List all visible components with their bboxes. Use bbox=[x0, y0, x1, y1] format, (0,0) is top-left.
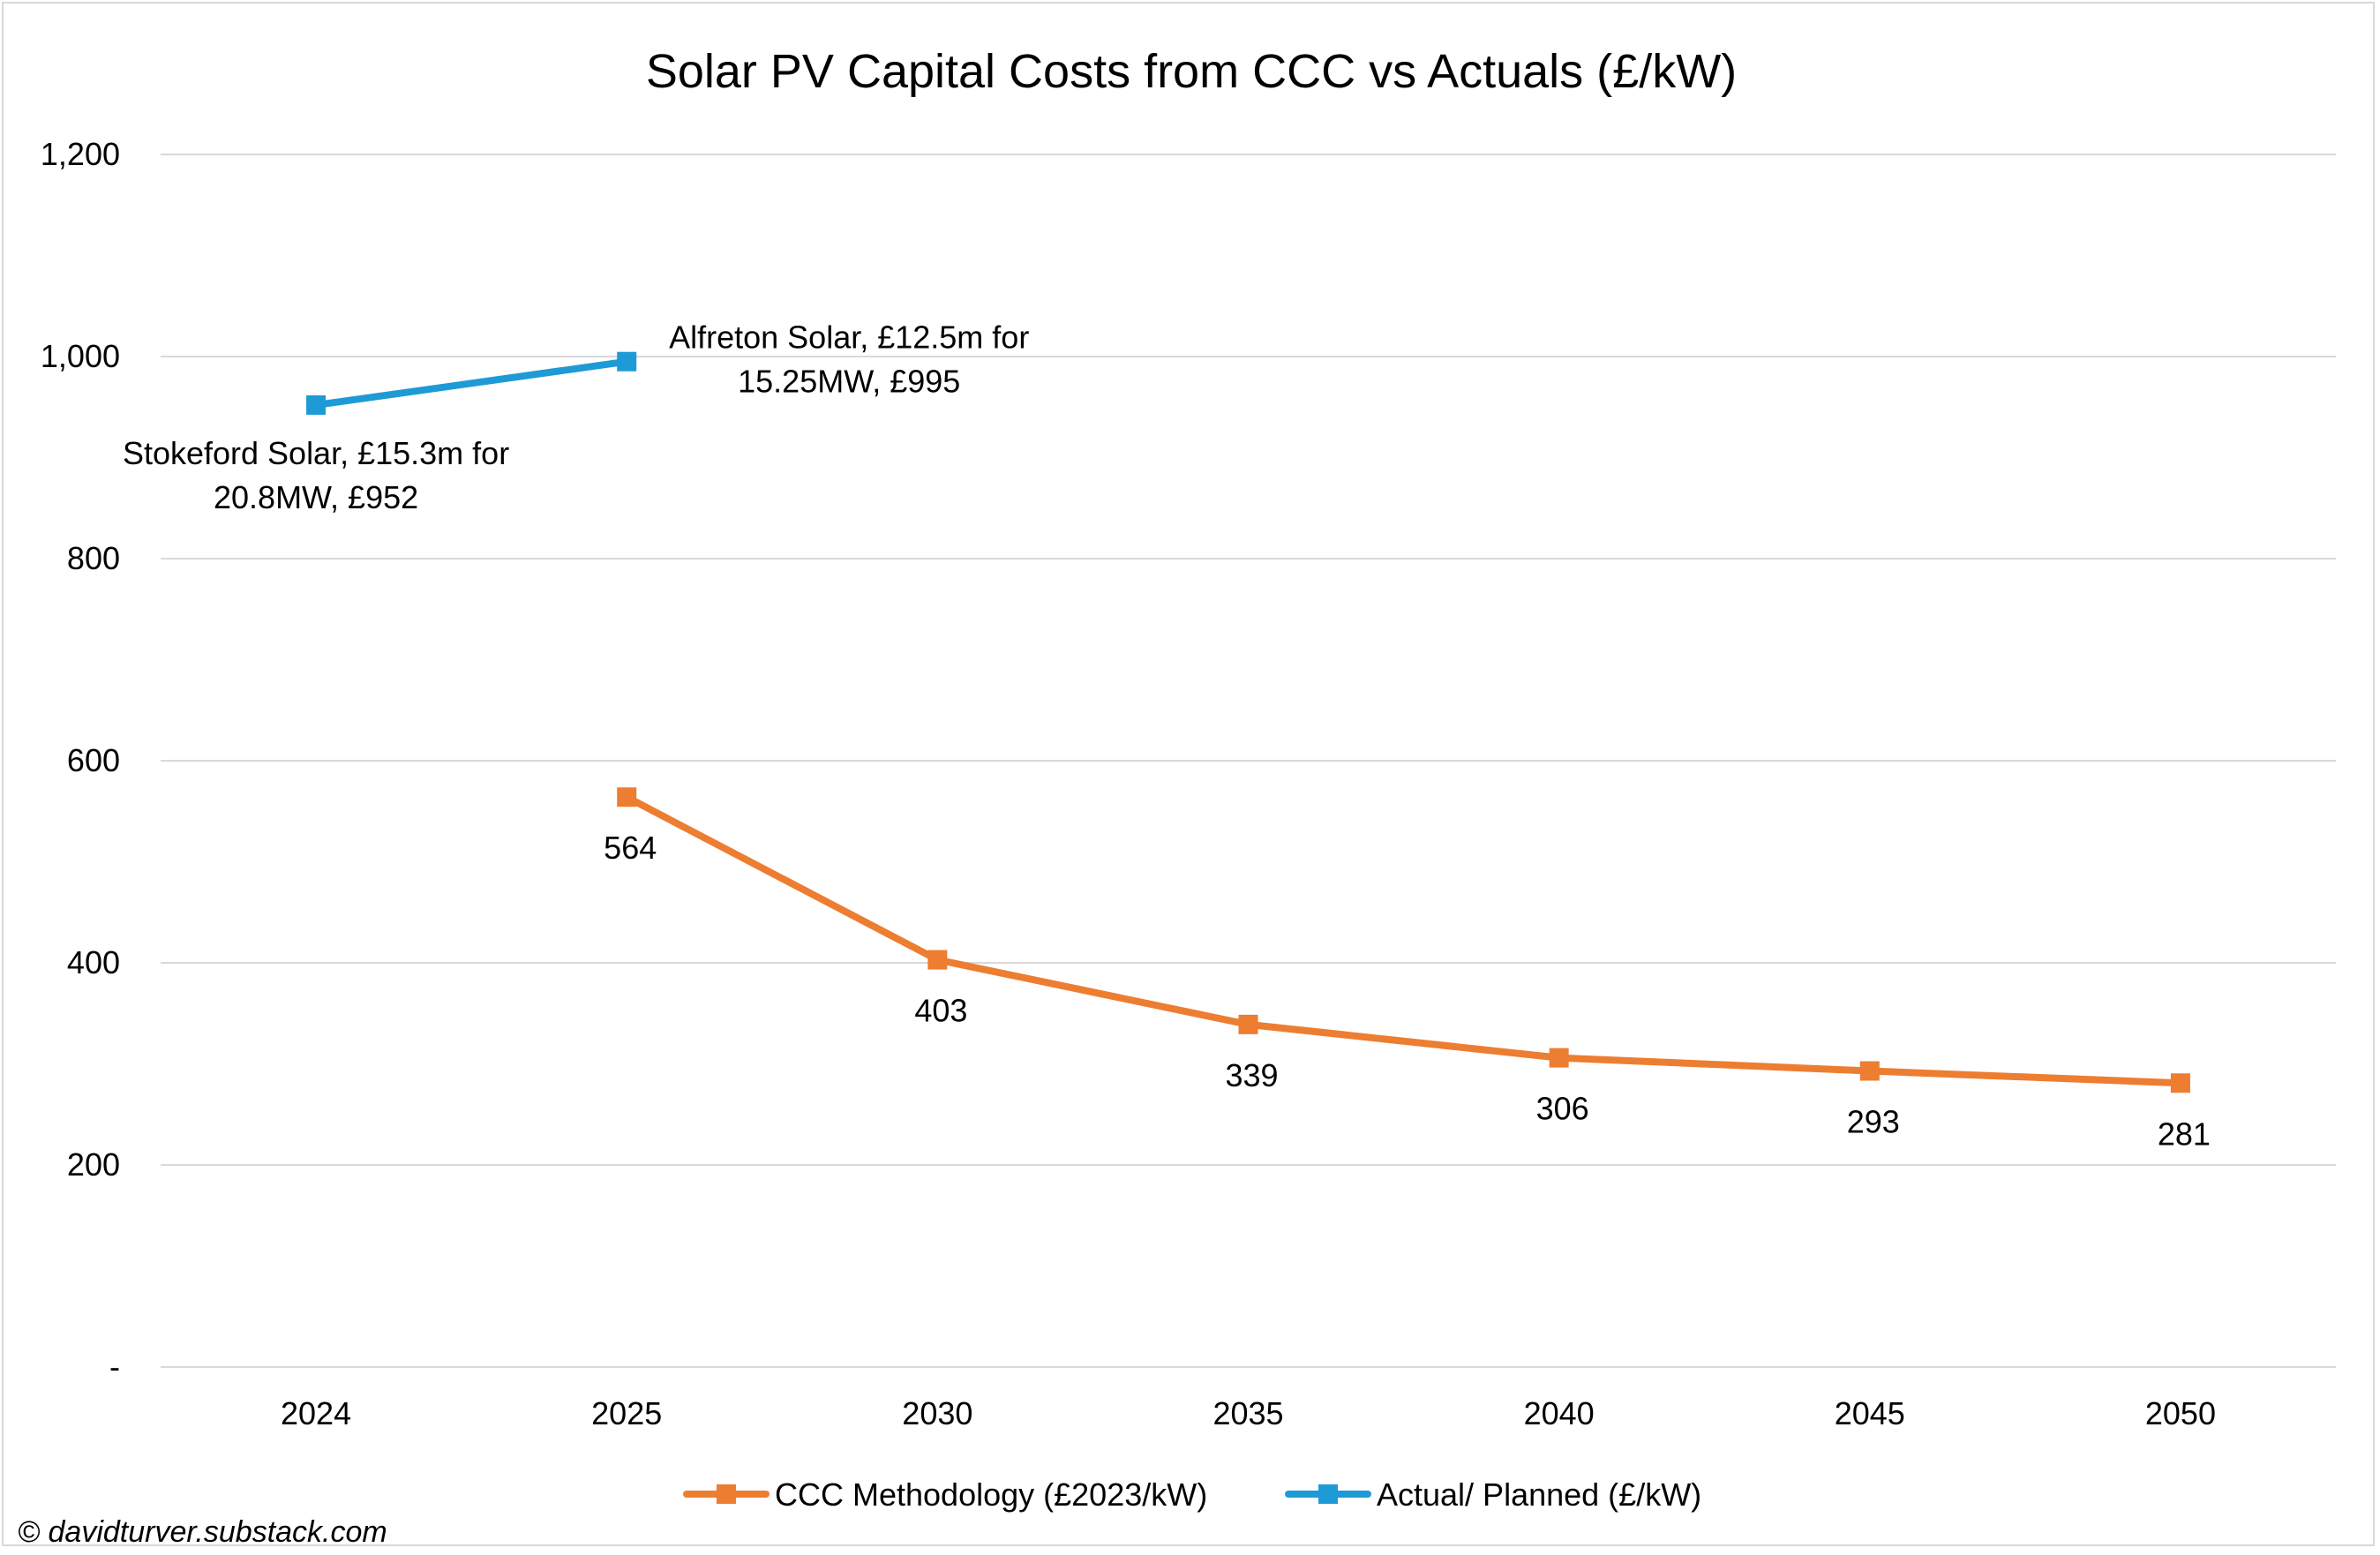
data-label: 339 bbox=[1225, 1057, 1278, 1093]
x-tick-label: 2030 bbox=[902, 1395, 972, 1431]
series-lines bbox=[312, 357, 2184, 1087]
y-tick-label: 400 bbox=[67, 944, 120, 980]
line-chart: Solar PV Capital Costs from CCC vs Actua… bbox=[18, 45, 2336, 1549]
gridlines bbox=[161, 154, 2336, 1368]
legend-swatch-marker bbox=[1318, 1484, 1338, 1504]
x-axis-ticks: 2024 2025 2030 2035 2040 2045 2050 bbox=[281, 1395, 2216, 1431]
legend-label: Actual/ Planned (£/kW) bbox=[1377, 1476, 1701, 1513]
y-tick-label: 600 bbox=[67, 742, 120, 778]
legend-swatch-marker bbox=[717, 1484, 736, 1504]
data-label: 564 bbox=[604, 830, 657, 866]
data-label: 281 bbox=[2158, 1116, 2211, 1152]
x-tick-label: 2024 bbox=[281, 1395, 351, 1431]
x-tick-label: 2025 bbox=[591, 1395, 662, 1431]
actual-planned-marker bbox=[306, 394, 327, 415]
ccc-methodology-marker bbox=[1549, 1048, 1569, 1068]
y-tick-label: 1,200 bbox=[41, 136, 120, 172]
data-label: 403 bbox=[914, 993, 967, 1029]
x-tick-label: 2035 bbox=[1213, 1395, 1283, 1431]
data-label: 306 bbox=[1536, 1091, 1589, 1127]
legend: CCC Methodology (£2023/kW) Actual/ Planne… bbox=[683, 1476, 1701, 1513]
actual-planned-line bbox=[312, 357, 631, 409]
data-labels: 564 403 339 306 293 281 Stokeford Solar, £15.3… bbox=[123, 319, 2211, 1153]
data-label: Stokeford Solar, £15.3m for bbox=[123, 435, 509, 471]
ccc-methodology-marker bbox=[617, 787, 637, 808]
ccc-methodology-marker bbox=[2170, 1073, 2190, 1093]
series-markers bbox=[306, 351, 2190, 1093]
actual-planned-marker bbox=[617, 351, 637, 372]
data-label: 20.8MW, £952 bbox=[214, 479, 418, 515]
y-tick-label: 200 bbox=[67, 1146, 120, 1183]
legend-label: CCC Methodology (£2023/kW) bbox=[775, 1476, 1207, 1513]
data-label: Alfreton Solar, £12.5m for bbox=[669, 319, 1029, 356]
y-axis-ticks: - 200 400 600 800 1,000 1,200 bbox=[41, 136, 120, 1385]
y-tick-label: 1,000 bbox=[41, 338, 120, 374]
ccc-methodology-marker bbox=[1238, 1014, 1258, 1034]
chart-title: Solar PV Capital Costs from CCC vs Actua… bbox=[646, 45, 1737, 98]
ccc-methodology-marker bbox=[927, 950, 948, 970]
ccc-methodology-line bbox=[623, 793, 2184, 1087]
data-label: 15.25MW, £995 bbox=[738, 364, 960, 400]
x-tick-label: 2050 bbox=[2145, 1395, 2216, 1431]
x-tick-label: 2040 bbox=[1524, 1395, 1595, 1431]
credit-text: © davidturver.substack.com bbox=[18, 1515, 387, 1549]
data-label: 293 bbox=[1847, 1104, 1900, 1140]
ccc-methodology-marker bbox=[1859, 1061, 1880, 1081]
x-tick-label: 2045 bbox=[1835, 1395, 1905, 1431]
y-tick-label: - bbox=[109, 1348, 120, 1385]
y-tick-label: 800 bbox=[67, 540, 120, 576]
